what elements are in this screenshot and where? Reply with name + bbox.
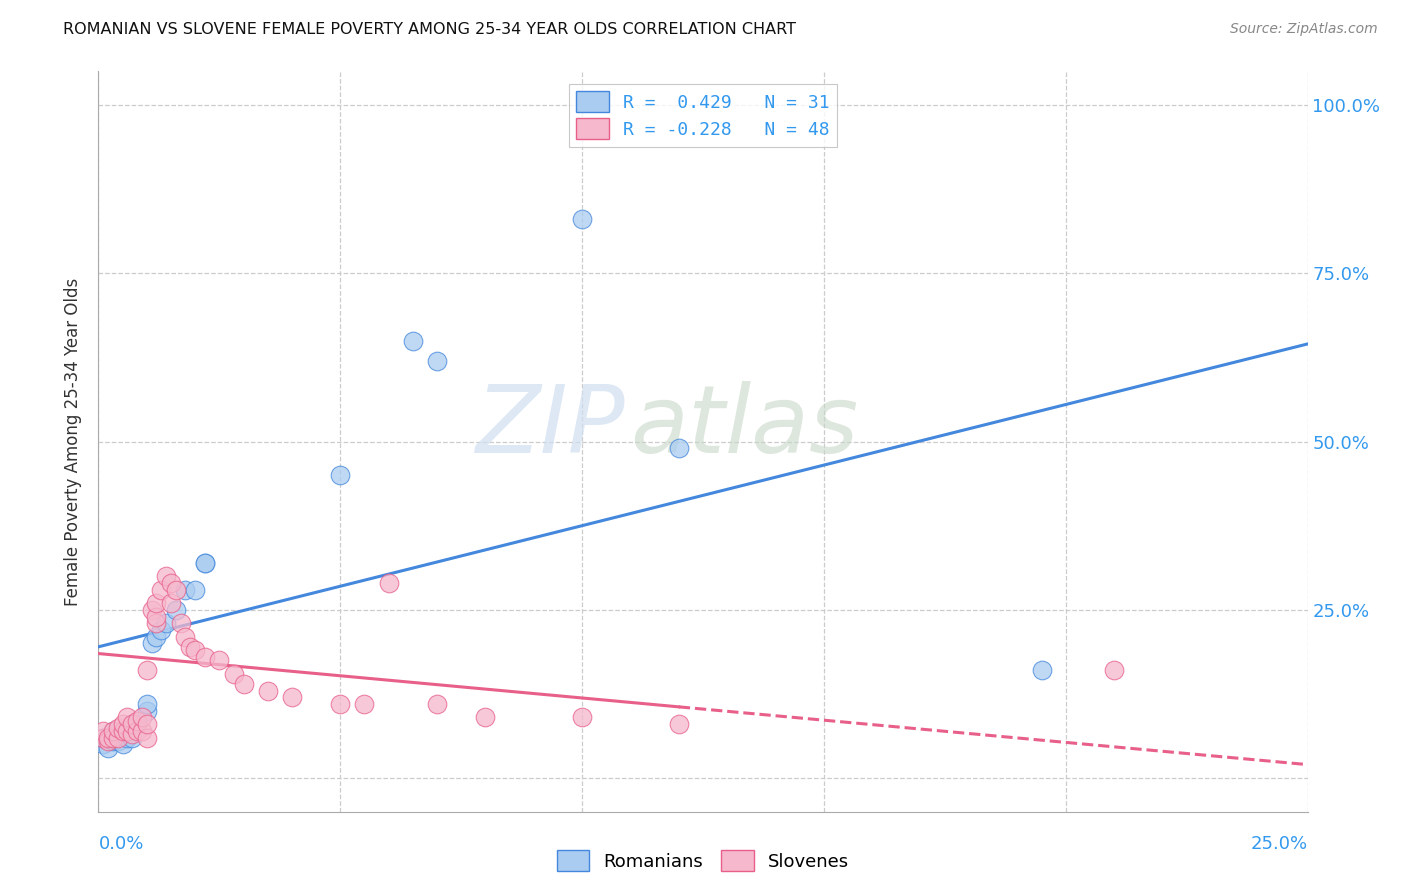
Legend: Romanians, Slovenes: Romanians, Slovenes (550, 843, 856, 879)
Point (91, 738, 114, 752)
Point (426, 697, 449, 711)
Point (111, 738, 134, 752)
Point (91, 731, 114, 745)
Point (97, 740, 120, 755)
Point (97, 731, 120, 745)
Point (91, 731, 114, 745)
Point (127, 717, 149, 731)
Point (145, 616, 167, 631)
Point (353, 697, 375, 711)
Point (111, 717, 134, 731)
Point (179, 640, 201, 654)
Text: atlas: atlas (630, 381, 859, 472)
Text: Source: ZipAtlas.com: Source: ZipAtlas.com (1230, 22, 1378, 37)
Point (101, 734, 124, 748)
Point (571, 710, 593, 724)
Point (107, 721, 129, 735)
Point (160, 596, 183, 610)
Point (131, 723, 153, 738)
Point (135, 697, 157, 711)
Point (97, 731, 120, 745)
Point (150, 582, 173, 597)
Point (232, 677, 254, 691)
Point (107, 734, 129, 748)
Point (145, 596, 167, 610)
Point (117, 723, 139, 738)
Point (1102, 664, 1125, 678)
Point (194, 556, 217, 570)
Point (135, 717, 157, 731)
Point (101, 731, 124, 745)
Point (256, 683, 278, 698)
Point (127, 714, 149, 728)
Point (155, 616, 177, 631)
Point (145, 609, 167, 624)
Point (165, 582, 187, 597)
Point (107, 731, 129, 745)
Point (668, 442, 690, 456)
Point (121, 717, 143, 731)
Point (208, 653, 231, 667)
Point (111, 723, 134, 738)
Point (97, 734, 120, 748)
Legend: R =  0.429   N = 31, R = -0.228   N = 48: R = 0.429 N = 31, R = -0.228 N = 48 (569, 84, 837, 146)
Point (91, 723, 114, 738)
Point (117, 731, 139, 745)
Point (135, 704, 157, 718)
Point (184, 582, 207, 597)
Point (155, 569, 177, 583)
Point (111, 727, 134, 741)
Point (194, 649, 217, 664)
Point (194, 556, 217, 570)
Point (135, 731, 157, 745)
Point (169, 616, 191, 631)
Point (150, 623, 173, 637)
Point (222, 666, 245, 681)
Point (101, 723, 124, 738)
Point (117, 710, 139, 724)
Point (121, 731, 143, 745)
Point (141, 636, 163, 650)
Point (1031, 664, 1053, 678)
Point (165, 603, 187, 617)
Point (121, 717, 143, 731)
Text: 0.0%: 0.0% (98, 835, 143, 854)
Point (174, 582, 197, 597)
Point (121, 727, 143, 741)
Point (141, 603, 163, 617)
Point (160, 575, 183, 590)
Point (117, 723, 139, 738)
Point (329, 697, 352, 711)
Point (101, 723, 124, 738)
Point (668, 717, 690, 731)
Point (377, 575, 399, 590)
Point (426, 353, 449, 368)
Point (402, 334, 425, 348)
Point (131, 710, 153, 724)
Point (135, 664, 157, 678)
Point (281, 690, 304, 705)
Point (184, 643, 207, 657)
Point (474, 710, 496, 724)
Text: ROMANIAN VS SLOVENE FEMALE POVERTY AMONG 25-34 YEAR OLDS CORRELATION CHART: ROMANIAN VS SLOVENE FEMALE POVERTY AMONG… (63, 22, 796, 37)
Y-axis label: Female Poverty Among 25-34 Year Olds: Female Poverty Among 25-34 Year Olds (65, 277, 83, 606)
Point (127, 723, 149, 738)
Text: ZIP: ZIP (475, 381, 624, 472)
Text: 25.0%: 25.0% (1250, 835, 1308, 854)
Point (571, 212, 593, 227)
Point (329, 468, 352, 483)
Point (174, 630, 197, 644)
Point (145, 630, 167, 644)
